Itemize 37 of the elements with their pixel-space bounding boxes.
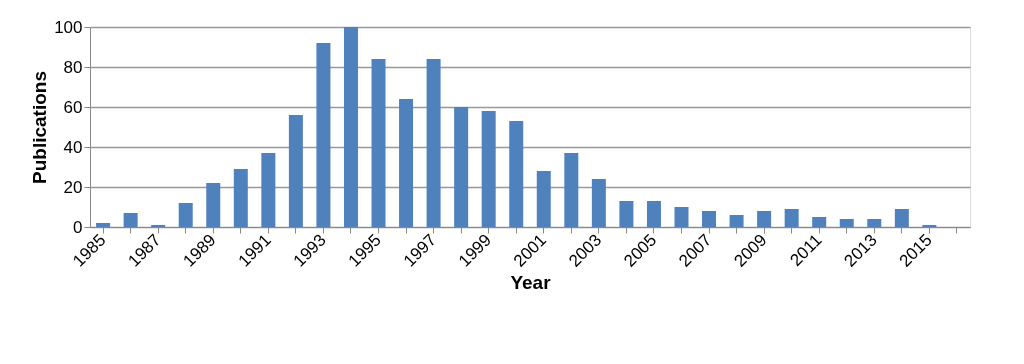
y-tick-label: 100: [54, 17, 83, 37]
bar: [233, 169, 248, 227]
y-tick-label: 40: [63, 137, 83, 157]
y-tick-label: 80: [63, 57, 83, 77]
bar: [894, 209, 909, 227]
y-axis-title: Publications: [29, 71, 51, 184]
bar: [96, 223, 111, 227]
bar: [757, 211, 772, 227]
x-axis-title: Year: [510, 271, 552, 293]
bar: [729, 215, 744, 227]
bar: [867, 219, 882, 227]
bar: [316, 43, 331, 227]
bar: [206, 183, 221, 227]
bar: [509, 121, 524, 227]
bar: [812, 217, 827, 227]
bar: [178, 203, 193, 227]
bar: [399, 99, 414, 227]
bar: [288, 115, 303, 227]
bar: [591, 179, 606, 227]
bar: [123, 213, 138, 227]
bar: [481, 111, 496, 227]
bar: [426, 59, 441, 227]
bar: [674, 207, 689, 227]
bar: [646, 201, 661, 227]
bar: [536, 171, 551, 227]
y-tick-label: 20: [63, 177, 83, 197]
bar: [702, 211, 717, 227]
bar: [371, 59, 386, 227]
y-tick-label: 0: [73, 217, 83, 237]
bar: [619, 201, 634, 227]
y-tick-label: 60: [63, 97, 83, 117]
bar: [454, 107, 469, 227]
bar: [261, 153, 276, 227]
bar: [343, 27, 358, 227]
bar: [564, 153, 579, 227]
bar: [784, 209, 799, 227]
bar: [839, 219, 854, 227]
